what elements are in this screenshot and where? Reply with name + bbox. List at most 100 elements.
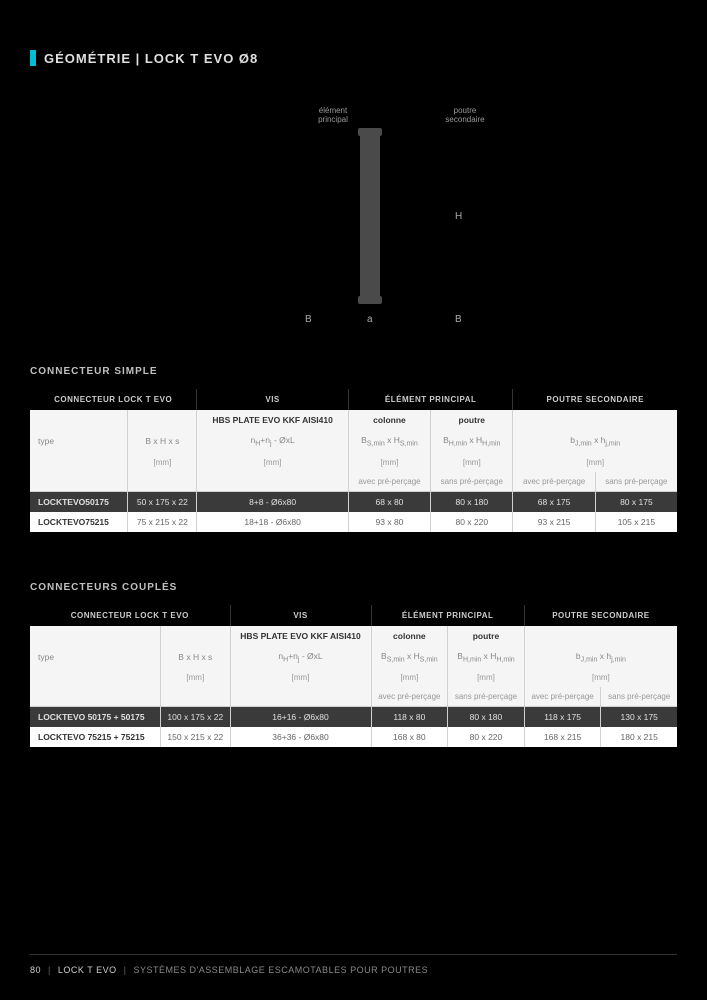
cell: 18+18 - Ø6x80 bbox=[197, 512, 348, 532]
table-row: [mm] [mm] [mm] [mm] [mm] bbox=[30, 453, 677, 472]
table-coupled: CONNECTEUR LOCK T EVO VIS ÉLÉMENT PRINCI… bbox=[30, 605, 677, 748]
table-row: type B x H x s nH+nj - ØxL BS,min x HS,m… bbox=[30, 646, 677, 669]
label-avec: avec pré-perçage bbox=[348, 472, 430, 492]
geometry-diagram: élément principal poutre secondaire H B … bbox=[30, 106, 677, 336]
header-poutre: POUTRE SECONDAIRE bbox=[513, 389, 677, 410]
label-bh: BH,min x HH,min bbox=[448, 646, 525, 669]
cell: 180 x 215 bbox=[601, 727, 677, 747]
cell: 8+8 - Ø6x80 bbox=[197, 491, 348, 512]
header-connecteur: CONNECTEUR LOCK T EVO bbox=[30, 389, 197, 410]
table-row: LOCKTEVO 75215 + 75215 150 x 215 x 22 36… bbox=[30, 727, 677, 747]
subheader-poutre: poutre bbox=[448, 626, 525, 646]
cell bbox=[30, 453, 128, 472]
cell: 68 x 80 bbox=[348, 491, 430, 512]
cell: 80 x 220 bbox=[448, 727, 525, 747]
cell bbox=[197, 472, 348, 492]
footer-page: 80 bbox=[30, 965, 41, 975]
table-row: avec pré-perçage sans pré-perçage avec p… bbox=[30, 472, 677, 492]
header-connecteur: CONNECTEUR LOCK T EVO bbox=[30, 605, 230, 626]
label-bxhxs: B x H x s bbox=[161, 646, 230, 669]
dimension-B-left: B bbox=[305, 314, 312, 325]
table-row: avec pré-perçage sans pré-perçage avec p… bbox=[30, 687, 677, 707]
cell: 105 x 215 bbox=[595, 512, 677, 532]
diagram-label-secondaire: poutre secondaire bbox=[435, 106, 495, 124]
unit-mm: [mm] bbox=[371, 668, 448, 687]
subheader-hbs: HBS PLATE EVO KKF AISI410 bbox=[230, 626, 371, 646]
footer-separator: | bbox=[124, 965, 127, 975]
cell: 150 x 215 x 22 bbox=[161, 727, 230, 747]
cell: 80 x 180 bbox=[448, 707, 525, 728]
unit-mm: [mm] bbox=[524, 668, 677, 687]
unit-mm: [mm] bbox=[161, 668, 230, 687]
table-row: HBS PLATE EVO KKF AISI410 colonne poutre bbox=[30, 626, 677, 646]
table-row: [mm] [mm] [mm] [mm] [mm] bbox=[30, 668, 677, 687]
cell: 118 x 175 bbox=[524, 707, 601, 728]
label-type: type bbox=[30, 646, 161, 669]
cell bbox=[161, 687, 230, 707]
table-row: LOCKTEVO50175 50 x 175 x 22 8+8 - Ø6x80 … bbox=[30, 491, 677, 512]
cell: 118 x 80 bbox=[371, 707, 448, 728]
unit-mm: [mm] bbox=[230, 668, 371, 687]
subheader-colonne: colonne bbox=[348, 410, 430, 430]
label-avec: avec pré-perçage bbox=[524, 687, 601, 707]
unit-mm: [mm] bbox=[448, 668, 525, 687]
cell: 16+16 - Ø6x80 bbox=[230, 707, 371, 728]
label-bj: bJ,min x hj,min bbox=[513, 430, 677, 453]
label-type: type bbox=[30, 430, 128, 453]
header-poutre: POUTRE SECONDAIRE bbox=[524, 605, 677, 626]
label-avec: avec pré-perçage bbox=[513, 472, 595, 492]
cell bbox=[30, 472, 128, 492]
cell: 100 x 175 x 22 bbox=[161, 707, 230, 728]
label-sans: sans pré-perçage bbox=[431, 472, 513, 492]
label-vis: nH+nj - ØxL bbox=[197, 430, 348, 453]
page-footer: 80 | LOCK T EVO | SYSTÈMES D'ASSEMBLAGE … bbox=[30, 954, 677, 975]
footer-product: LOCK T EVO bbox=[58, 965, 117, 975]
table-simple: CONNECTEUR LOCK T EVO VIS ÉLÉMENT PRINCI… bbox=[30, 389, 677, 532]
section-title-coupled: CONNECTEURS COUPLÉS bbox=[30, 582, 677, 593]
unit-mm: [mm] bbox=[431, 453, 513, 472]
dimension-a: a bbox=[367, 314, 373, 325]
cell-type: LOCKTEVO 75215 + 75215 bbox=[30, 727, 161, 747]
label-bxhxs: B x H x s bbox=[128, 430, 197, 453]
cell: 75 x 215 x 22 bbox=[128, 512, 197, 532]
table-row: LOCKTEVO75215 75 x 215 x 22 18+18 - Ø6x8… bbox=[30, 512, 677, 532]
cell bbox=[230, 687, 371, 707]
table-row: CONNECTEUR LOCK T EVO VIS ÉLÉMENT PRINCI… bbox=[30, 389, 677, 410]
cell: 80 x 180 bbox=[431, 491, 513, 512]
cell: 80 x 175 bbox=[595, 491, 677, 512]
cell: 168 x 215 bbox=[524, 727, 601, 747]
header-element: ÉLÉMENT PRINCIPAL bbox=[371, 605, 524, 626]
cell: 168 x 80 bbox=[371, 727, 448, 747]
cell bbox=[128, 472, 197, 492]
connector-shape bbox=[360, 131, 380, 301]
cell bbox=[161, 626, 230, 646]
label-bh: BH,min x HH,min bbox=[431, 430, 513, 453]
cell bbox=[30, 668, 161, 687]
cell: 50 x 175 x 22 bbox=[128, 491, 197, 512]
cell bbox=[30, 687, 161, 707]
header-vis: VIS bbox=[230, 605, 371, 626]
cell-type: LOCKTEVO75215 bbox=[30, 512, 128, 532]
table-row: type B x H x s nH+nj - ØxL BS,min x HS,m… bbox=[30, 430, 677, 453]
cell: 130 x 175 bbox=[601, 707, 677, 728]
footer-category: SYSTÈMES D'ASSEMBLAGE ESCAMOTABLES POUR … bbox=[133, 965, 428, 975]
cell-type: LOCKTEVO 50175 + 50175 bbox=[30, 707, 161, 728]
page-title: GÉOMÉTRIE | LOCK T EVO Ø8 bbox=[30, 50, 677, 66]
subheader-colonne: colonne bbox=[371, 626, 448, 646]
cell: 93 x 215 bbox=[513, 512, 595, 532]
unit-mm: [mm] bbox=[197, 453, 348, 472]
unit-mm: [mm] bbox=[128, 453, 197, 472]
cell: 93 x 80 bbox=[348, 512, 430, 532]
table-row: HBS PLATE EVO KKF AISI410 colonne poutre bbox=[30, 410, 677, 430]
label-bs: BS,min x HS,min bbox=[371, 646, 448, 669]
unit-mm: [mm] bbox=[348, 453, 430, 472]
cell: 68 x 175 bbox=[513, 491, 595, 512]
section-title-simple: CONNECTEUR SIMPLE bbox=[30, 366, 677, 377]
cell bbox=[128, 410, 197, 430]
footer-separator: | bbox=[48, 965, 51, 975]
subheader-hbs: HBS PLATE EVO KKF AISI410 bbox=[197, 410, 348, 430]
cell: 36+36 - Ø6x80 bbox=[230, 727, 371, 747]
header-vis: VIS bbox=[197, 389, 348, 410]
table-row: LOCKTEVO 50175 + 50175 100 x 175 x 22 16… bbox=[30, 707, 677, 728]
dimension-H: H bbox=[455, 211, 462, 222]
